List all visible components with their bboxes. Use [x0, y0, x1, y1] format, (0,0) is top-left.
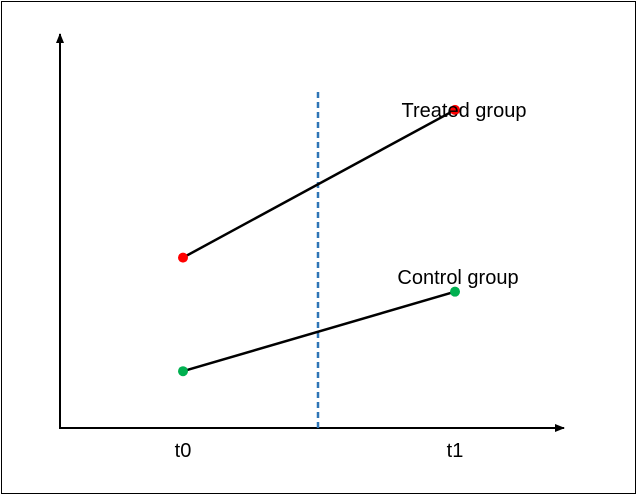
data-point-treated-group-t1 — [450, 104, 460, 115]
series-label-treated-group: Treated group — [402, 100, 527, 122]
data-point-treated-group-t0 — [178, 252, 188, 263]
series-line-treated-group — [182, 108, 456, 259]
data-point-control-group-t1 — [450, 286, 460, 297]
series-label-control-group: Control group — [397, 267, 518, 289]
series-layer — [178, 104, 460, 377]
series-line-control-group — [182, 290, 456, 373]
x-tick-label-t1: t1 — [447, 440, 464, 462]
data-point-control-group-t0 — [178, 366, 188, 377]
x-tick-label-t0: t0 — [175, 440, 192, 462]
